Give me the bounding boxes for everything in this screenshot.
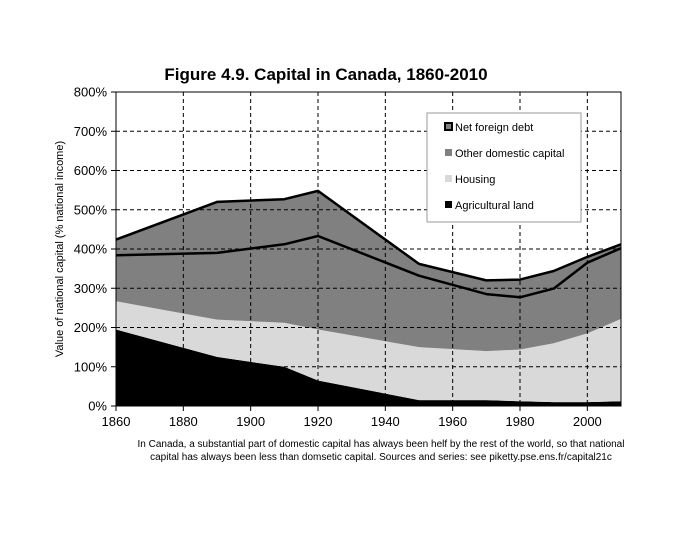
legend-swatch-agricultural-land [445, 201, 452, 208]
axes-layer: 0% 100% 200% 300% 400% 500% 600% 700% 800% 1860 18… [74, 85, 622, 429]
grid-layer [116, 92, 621, 406]
area-layer [116, 190, 621, 406]
y-axis-label: Value of national capital (% national in… [54, 141, 66, 357]
x-tick-label: 1860 [102, 414, 131, 429]
y-tick-label: 300% [74, 281, 108, 296]
area-agricultural-land [116, 329, 621, 406]
y-tick-label: 200% [74, 320, 108, 335]
y-tick-label: 500% [74, 202, 108, 217]
legend-label-housing: Housing [455, 174, 495, 186]
x-tick-label: 1900 [236, 414, 265, 429]
legend-swatch-other-domestic-capital [445, 149, 452, 156]
x-tick-label: 2000 [573, 414, 602, 429]
legend-label-other-domestic-capital: Other domestic capital [455, 148, 564, 160]
legend-swatch-net-foreign-debt [444, 122, 453, 131]
x-tick-label: 1880 [169, 414, 198, 429]
chart-title: Figure 4.9. Capital in Canada, 1860-2010 [164, 65, 487, 84]
area-housing [116, 301, 621, 403]
y-tick-label: 800% [74, 85, 108, 100]
y-tick-label: 100% [74, 359, 108, 374]
legend-label-agricultural-land: Agricultural land [455, 200, 534, 212]
caption-line-1: In Canada, a substantial part of domesti… [138, 439, 625, 450]
line-layer [115, 189, 622, 299]
legend: Net foreign debt Other domestic capital Ho… [426, 112, 582, 223]
legend-label-net-foreign-debt: Net foreign debt [455, 122, 533, 134]
domestic-capital-line [115, 189, 622, 282]
x-tick-label: 1960 [438, 414, 467, 429]
y-tick-label: 600% [74, 163, 108, 178]
legend-box [426, 112, 582, 223]
x-tick-label: 1920 [304, 414, 333, 429]
national-capital-line [115, 234, 622, 299]
x-tick-label: 1940 [371, 414, 400, 429]
x-tick-label: 1980 [506, 414, 535, 429]
y-tick-label: 700% [74, 124, 108, 139]
caption-line-2: capital has always been less than domset… [150, 452, 612, 463]
legend-swatch-housing [445, 175, 452, 182]
area-other-domestic-capital [116, 236, 621, 352]
y-tick-label: 0% [88, 399, 107, 414]
y-tick-label: 400% [74, 242, 108, 257]
area-net-foreign-debt [116, 190, 621, 298]
